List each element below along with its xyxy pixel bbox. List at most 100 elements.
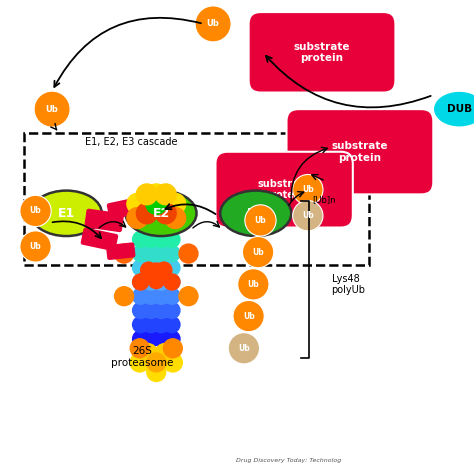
FancyBboxPatch shape bbox=[216, 152, 353, 228]
Circle shape bbox=[154, 288, 170, 304]
Circle shape bbox=[133, 260, 149, 276]
Text: Ub: Ub bbox=[207, 19, 219, 28]
Text: Ub: Ub bbox=[243, 311, 255, 320]
Text: [Ub]n: [Ub]n bbox=[312, 196, 336, 205]
Circle shape bbox=[143, 317, 159, 333]
Circle shape bbox=[179, 244, 198, 263]
Circle shape bbox=[115, 244, 134, 263]
Circle shape bbox=[165, 193, 186, 214]
Circle shape bbox=[115, 287, 134, 306]
Ellipse shape bbox=[31, 191, 102, 236]
Circle shape bbox=[195, 6, 231, 42]
Circle shape bbox=[133, 274, 149, 290]
Circle shape bbox=[164, 274, 180, 290]
Circle shape bbox=[154, 274, 170, 290]
Text: Ub: Ub bbox=[247, 280, 259, 289]
Circle shape bbox=[164, 302, 180, 319]
Circle shape bbox=[141, 262, 157, 278]
Circle shape bbox=[133, 317, 149, 333]
Circle shape bbox=[127, 193, 148, 214]
Ellipse shape bbox=[126, 191, 197, 236]
Circle shape bbox=[20, 231, 51, 262]
Circle shape bbox=[164, 231, 180, 247]
Circle shape bbox=[133, 331, 149, 347]
Circle shape bbox=[133, 274, 149, 290]
Bar bbox=[24, 133, 369, 265]
Circle shape bbox=[165, 208, 186, 228]
Circle shape bbox=[143, 260, 159, 276]
Text: DUB: DUB bbox=[447, 104, 472, 114]
Text: Drug Discovery Today: Technolog: Drug Discovery Today: Technolog bbox=[236, 458, 341, 464]
FancyBboxPatch shape bbox=[106, 242, 136, 260]
Circle shape bbox=[164, 339, 182, 358]
Circle shape bbox=[154, 331, 170, 347]
Circle shape bbox=[228, 333, 260, 364]
Circle shape bbox=[245, 205, 276, 236]
Text: Ub: Ub bbox=[46, 105, 58, 114]
Circle shape bbox=[292, 201, 323, 231]
Circle shape bbox=[154, 302, 170, 319]
Text: Ub: Ub bbox=[302, 211, 314, 220]
Text: Ub: Ub bbox=[255, 216, 266, 225]
Circle shape bbox=[164, 246, 180, 262]
FancyBboxPatch shape bbox=[286, 109, 433, 194]
Circle shape bbox=[143, 274, 159, 290]
Text: Ub: Ub bbox=[30, 242, 41, 251]
Circle shape bbox=[156, 262, 172, 278]
Text: substrate
protein: substrate protein bbox=[332, 141, 388, 163]
Circle shape bbox=[137, 184, 157, 205]
Text: E1: E1 bbox=[58, 207, 75, 220]
Circle shape bbox=[143, 331, 159, 347]
Circle shape bbox=[143, 246, 159, 262]
Circle shape bbox=[154, 246, 170, 262]
Text: substrate
protein: substrate protein bbox=[258, 179, 310, 201]
Circle shape bbox=[130, 339, 149, 358]
Circle shape bbox=[154, 260, 170, 276]
Text: E3: E3 bbox=[247, 207, 264, 220]
Circle shape bbox=[164, 260, 180, 276]
Circle shape bbox=[143, 231, 159, 247]
Circle shape bbox=[164, 274, 180, 290]
Circle shape bbox=[154, 231, 170, 247]
Circle shape bbox=[179, 287, 198, 306]
Circle shape bbox=[164, 288, 180, 304]
Ellipse shape bbox=[220, 191, 291, 236]
Circle shape bbox=[147, 363, 166, 382]
Text: E2: E2 bbox=[152, 207, 170, 220]
Circle shape bbox=[127, 208, 148, 228]
Circle shape bbox=[155, 203, 176, 224]
Circle shape bbox=[146, 193, 167, 214]
Circle shape bbox=[138, 344, 157, 363]
Circle shape bbox=[292, 174, 323, 205]
Text: Lys48
polyUb: Lys48 polyUb bbox=[331, 273, 365, 295]
Ellipse shape bbox=[433, 91, 474, 127]
Text: Ub: Ub bbox=[252, 247, 264, 256]
Circle shape bbox=[154, 317, 170, 333]
Text: E1, E2, E3 cascade: E1, E2, E3 cascade bbox=[85, 137, 178, 147]
Circle shape bbox=[155, 184, 176, 205]
Text: Ub: Ub bbox=[238, 344, 250, 353]
Circle shape bbox=[155, 344, 174, 363]
Circle shape bbox=[34, 91, 70, 127]
Circle shape bbox=[148, 273, 164, 289]
Circle shape bbox=[143, 302, 159, 319]
Circle shape bbox=[133, 302, 149, 319]
Circle shape bbox=[146, 184, 167, 205]
Text: substrate
protein: substrate protein bbox=[294, 42, 350, 63]
Circle shape bbox=[143, 288, 159, 304]
Circle shape bbox=[147, 353, 166, 372]
FancyBboxPatch shape bbox=[249, 12, 395, 92]
FancyBboxPatch shape bbox=[81, 228, 118, 251]
Circle shape bbox=[133, 288, 149, 304]
Circle shape bbox=[20, 195, 51, 227]
FancyBboxPatch shape bbox=[84, 209, 124, 232]
Text: Ub: Ub bbox=[302, 185, 314, 194]
Circle shape bbox=[133, 246, 149, 262]
Text: Ub: Ub bbox=[30, 207, 41, 216]
Circle shape bbox=[164, 317, 180, 333]
Circle shape bbox=[164, 353, 182, 372]
Circle shape bbox=[133, 231, 149, 247]
FancyBboxPatch shape bbox=[107, 198, 139, 219]
Circle shape bbox=[148, 263, 164, 279]
Circle shape bbox=[164, 331, 180, 347]
